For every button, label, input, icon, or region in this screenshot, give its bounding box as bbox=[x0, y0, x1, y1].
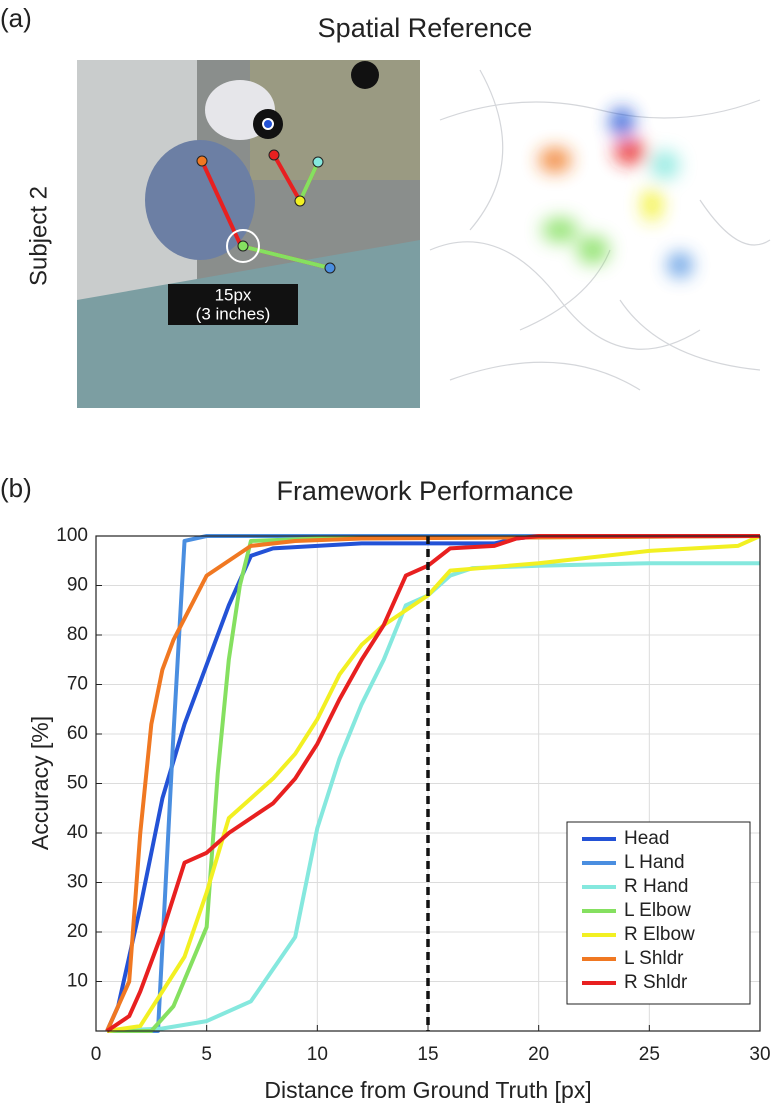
y-tick-label: 20 bbox=[67, 921, 88, 942]
panel-title: Spatial Reference bbox=[318, 13, 533, 43]
y-tick-label: 70 bbox=[67, 674, 88, 695]
legend-label: L Hand bbox=[624, 852, 685, 873]
axes-frame bbox=[95, 535, 761, 1032]
legend-label: R Shldr bbox=[624, 972, 688, 993]
legend-label: R Elbow bbox=[624, 924, 695, 945]
series-line bbox=[105, 534, 760, 1033]
x-tick-label: 20 bbox=[528, 1044, 549, 1065]
scale-note: (3 inches) bbox=[196, 304, 271, 323]
legend-label: L Shldr bbox=[624, 948, 684, 969]
plot: 0 5 10 15 20 25 30 10 20 30 40 50 60 70 80 90 100 Head L H… bbox=[56, 525, 770, 1065]
panel-label: (b) bbox=[0, 473, 32, 503]
panel-label: (a) bbox=[0, 3, 32, 33]
photo bbox=[77, 60, 420, 408]
x-tick-label: 5 bbox=[201, 1044, 212, 1065]
x-tick-label: 10 bbox=[307, 1044, 328, 1065]
chart-title: Framework Performance bbox=[276, 476, 573, 506]
legend-label: R Hand bbox=[624, 876, 688, 897]
row-label: Subject 2 bbox=[25, 186, 52, 286]
y-tick-label: 100 bbox=[56, 525, 88, 546]
x-axis-label: Distance from Ground Truth [px] bbox=[264, 1077, 591, 1103]
x-tick-label: 30 bbox=[749, 1044, 770, 1065]
x-tick-label: 25 bbox=[639, 1044, 660, 1065]
legend-label: Head bbox=[624, 828, 669, 849]
scale-text: 15px bbox=[215, 285, 252, 304]
y-tick-label: 30 bbox=[67, 872, 88, 893]
y-tick-label: 50 bbox=[67, 773, 88, 794]
y-tick-label: 60 bbox=[67, 723, 88, 744]
heatmap bbox=[428, 60, 772, 408]
legend-label: L Elbow bbox=[624, 900, 691, 921]
x-tick-label: 0 bbox=[91, 1044, 102, 1065]
x-tick-label: 15 bbox=[417, 1044, 438, 1065]
y-tick-label: 80 bbox=[67, 624, 88, 645]
series-line bbox=[106, 534, 761, 1033]
series-line bbox=[105, 534, 761, 1032]
y-tick-label: 40 bbox=[67, 822, 88, 843]
series-line bbox=[107, 534, 761, 1033]
y-tick-label: 10 bbox=[67, 971, 88, 992]
y-axis-label: Accuracy [%] bbox=[27, 716, 53, 850]
y-tick-label: 90 bbox=[67, 575, 88, 596]
